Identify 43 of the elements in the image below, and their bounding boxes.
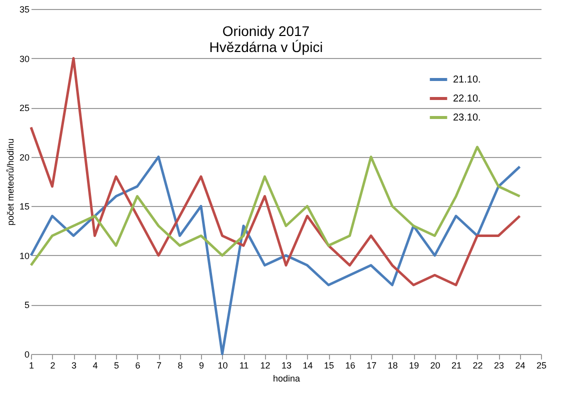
- x-tick-label: 21: [451, 360, 462, 370]
- x-tick-label: 15: [324, 360, 334, 370]
- x-tick-label: 9: [198, 360, 204, 370]
- y-tick-label: 35: [19, 4, 30, 14]
- x-tick-label: 2: [50, 360, 56, 370]
- y-axis-title: počet meteorů/hodinu: [5, 138, 16, 226]
- x-tick-label: 6: [135, 360, 140, 370]
- text: Orionidy 2017: [222, 23, 310, 39]
- x-tick-label: 10: [218, 360, 228, 370]
- y-tick-label: 15: [19, 202, 30, 212]
- x-tick-label: 19: [408, 360, 420, 370]
- x-axis-title: hodina: [272, 374, 300, 384]
- legend-label: 23.10.: [453, 112, 481, 124]
- x-tick-label: 1: [28, 360, 34, 370]
- x-tick-label: 20: [430, 360, 440, 370]
- x-tick-label: 24: [515, 360, 526, 370]
- legend-label: 21.10.: [453, 74, 481, 86]
- x-tick-label: 8: [178, 360, 183, 370]
- x-tick-label: 23: [494, 360, 504, 370]
- y-tick-label: 30: [19, 54, 30, 64]
- y-tick-label: 25: [19, 103, 30, 114]
- x-tick-label: 18: [388, 360, 398, 370]
- x-tick-label: 5: [114, 360, 120, 370]
- x-tick-label: 3: [71, 360, 77, 370]
- x-tick-label: 12: [260, 360, 270, 370]
- line-series: [30, 57, 521, 286]
- text: Hvězdárna v Úpici: [209, 39, 323, 55]
- y-tick-label: 0: [24, 350, 30, 360]
- x-tick-label: 17: [366, 360, 377, 370]
- x-tick-label: 16: [345, 360, 356, 370]
- x-tick-label: 25: [536, 360, 547, 370]
- x-tick-label: 7: [156, 360, 162, 370]
- line-series: [30, 156, 521, 356]
- x-tick-label: 22: [472, 360, 483, 370]
- y-tick-label: 10: [19, 250, 30, 261]
- x-tick-label: 4: [92, 360, 98, 370]
- y-tick-label: 5: [24, 300, 30, 310]
- y-tick-label: 20: [19, 152, 30, 162]
- line-series: [30, 146, 521, 267]
- x-tick-label: 11: [239, 360, 249, 370]
- x-tick-label: 13: [281, 360, 292, 370]
- x-tick-label: 14: [302, 360, 313, 370]
- legend-label: 22.10.: [453, 94, 481, 104]
